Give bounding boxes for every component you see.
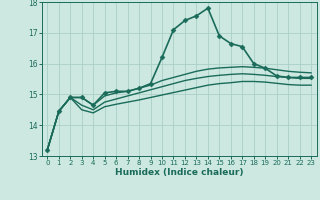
X-axis label: Humidex (Indice chaleur): Humidex (Indice chaleur) — [115, 168, 244, 177]
